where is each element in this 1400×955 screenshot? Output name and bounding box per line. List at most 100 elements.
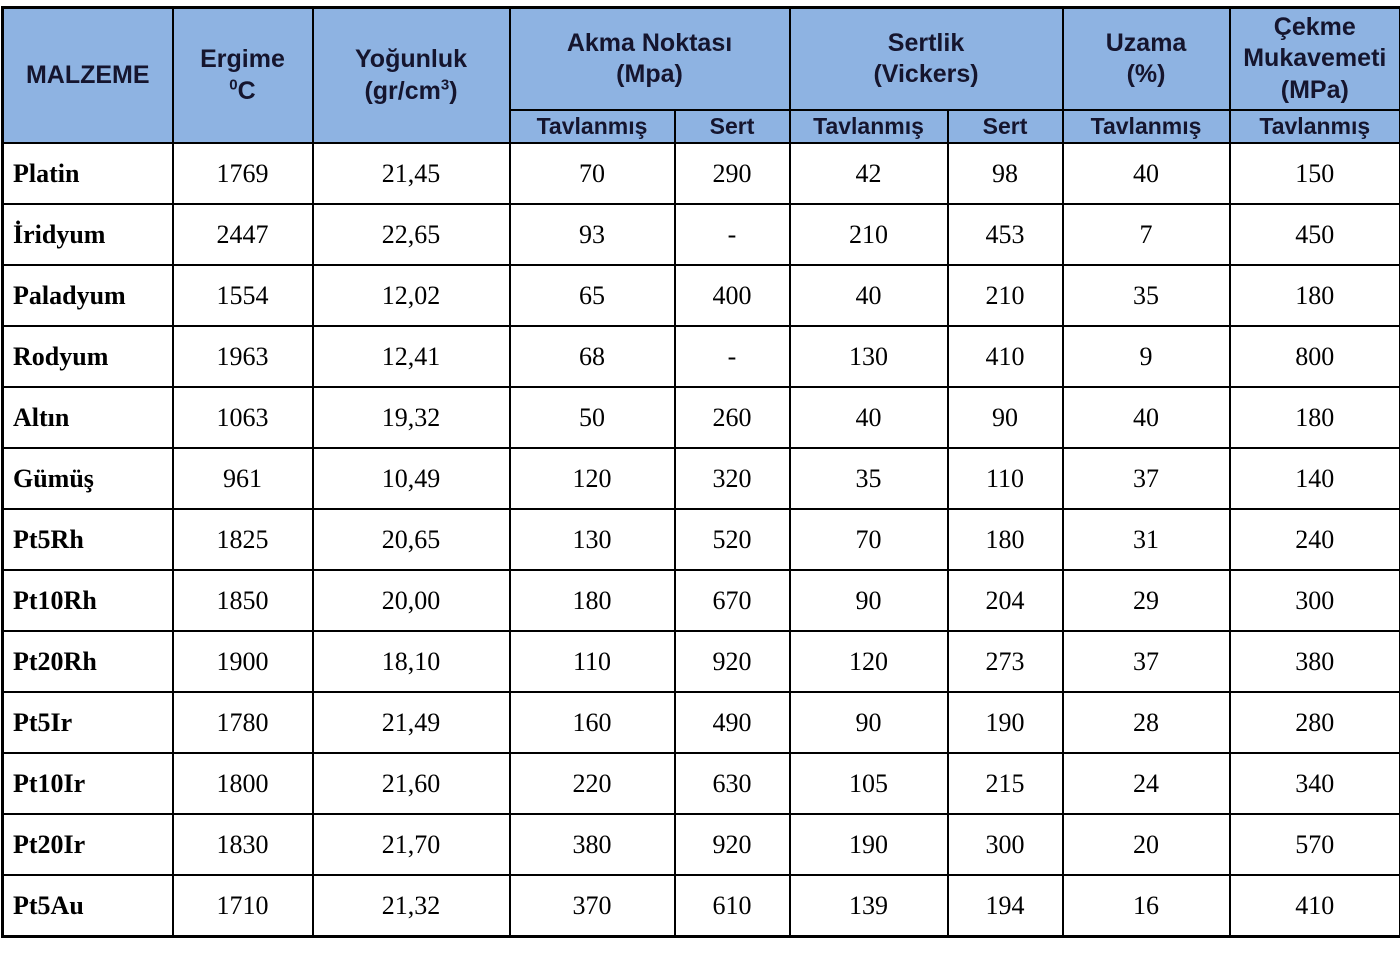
ergime-cell: 1780 [171,691,314,754]
sertlik-sert-cell: 98 [946,142,1064,205]
cekme-cell: 410 [1228,874,1400,938]
table-row: Pt10Rh 1850 20,00 180 670 90 204 29 300 [1,569,1400,632]
akma-tavlanmis-cell: 110 [508,630,676,693]
sertlik-sert-cell: 190 [946,691,1064,754]
header-row-main: MALZEME Ergime 0C Yoğunluk (gr/cm3) Akma… [1,6,1400,144]
group-header-sertlik: Sertlik (Vickers) [788,6,1064,111]
sertlik-tavlanmis-cell: 40 [788,386,949,449]
col-header-yogunluk: Yoğunluk (gr/cm3) [311,6,511,144]
yogunluk-cell: 21,60 [311,752,511,815]
yogunluk-cell: 20,00 [311,569,511,632]
akma-sert-cell: 920 [673,813,791,876]
uzama-cell: 9 [1061,325,1231,388]
col-header-ergime: Ergime 0C [171,6,314,144]
uzama-cell: 40 [1061,142,1231,205]
sertlik-tavlanmis-cell: 120 [788,630,949,693]
subheader-sertlik-sert: Sert [946,109,1064,144]
akma-sert-cell: 320 [673,447,791,510]
uzama-cell: 16 [1061,874,1231,938]
uzama-cell: 7 [1061,203,1231,266]
table-row: Pt5Au 1710 21,32 370 610 139 194 16 410 [1,874,1400,938]
ergime-cell: 1800 [171,752,314,815]
akma-tavlanmis-cell: 68 [508,325,676,388]
yogunluk-cell: 18,10 [311,630,511,693]
sertlik-tavlanmis-cell: 40 [788,264,949,327]
material-name-cell: Pt10Rh [1,569,174,632]
akma-sert-cell: 520 [673,508,791,571]
uzama-cell: 31 [1061,508,1231,571]
col-header-uzama: Uzama (%) [1061,6,1231,111]
uzama-cell: 40 [1061,386,1231,449]
akma-tavlanmis-cell: 130 [508,508,676,571]
table-row: Pt5Rh 1825 20,65 130 520 70 180 31 240 [1,508,1400,571]
subheader-akma-tavlanmis: Tavlanmış [508,109,676,144]
material-name-cell: Pt5Au [1,874,174,938]
cekme-cell: 180 [1228,264,1400,327]
akma-tavlanmis-cell: 93 [508,203,676,266]
material-name-cell: Altın [1,386,174,449]
yogunluk-cell: 22,65 [311,203,511,266]
subheader-akma-sert: Sert [673,109,791,144]
cekme-cell: 380 [1228,630,1400,693]
akma-tavlanmis-cell: 220 [508,752,676,815]
table-row: Pt20Ir 1830 21,70 380 920 190 300 20 570 [1,813,1400,876]
sertlik-sert-cell: 453 [946,203,1064,266]
material-name-cell: Pt10Ir [1,752,174,815]
ergime-cell: 2447 [171,203,314,266]
table-body: Platin 1769 21,45 70 290 42 98 40 150 İr… [1,142,1400,938]
akma-tavlanmis-cell: 180 [508,569,676,632]
table-row: Pt20Rh 1900 18,10 110 920 120 273 37 380 [1,630,1400,693]
sertlik-tavlanmis-cell: 90 [788,569,949,632]
material-name-cell: Platin [1,142,174,205]
material-name-cell: Paladyum [1,264,174,327]
col-header-malzeme: MALZEME [1,6,174,144]
table-row: Pt10Ir 1800 21,60 220 630 105 215 24 340 [1,752,1400,815]
akma-sert-cell: 630 [673,752,791,815]
uzama-cell: 24 [1061,752,1231,815]
akma-sert-cell: 290 [673,142,791,205]
subheader-uzama-tavlanmis: Tavlanmış [1061,109,1231,144]
material-name-cell: Pt5Ir [1,691,174,754]
sertlik-sert-cell: 210 [946,264,1064,327]
uzama-cell: 20 [1061,813,1231,876]
subheader-cekme-tavlanmis: Tavlanmış [1228,109,1400,144]
akma-tavlanmis-cell: 370 [508,874,676,938]
sertlik-tavlanmis-cell: 210 [788,203,949,266]
yogunluk-cell: 12,02 [311,264,511,327]
sertlik-sert-cell: 410 [946,325,1064,388]
ergime-cell: 1769 [171,142,314,205]
ergime-cell: 1900 [171,630,314,693]
yogunluk-cell: 12,41 [311,325,511,388]
sertlik-tavlanmis-cell: 42 [788,142,949,205]
table-row: Pt5Ir 1780 21,49 160 490 90 190 28 280 [1,691,1400,754]
akma-sert-cell: 490 [673,691,791,754]
ergime-cell: 961 [171,447,314,510]
col-header-malzeme-label: MALZEME [25,60,150,89]
subheader-sertlik-tavlanmis: Tavlanmış [788,109,949,144]
sertlik-tavlanmis-cell: 90 [788,691,949,754]
cekme-cell: 140 [1228,447,1400,510]
sertlik-tavlanmis-cell: 70 [788,508,949,571]
akma-tavlanmis-cell: 160 [508,691,676,754]
cekme-cell: 300 [1228,569,1400,632]
sertlik-tavlanmis-cell: 105 [788,752,949,815]
yogunluk-cell: 21,45 [311,142,511,205]
material-name-cell: İridyum [1,203,174,266]
uzama-cell: 37 [1061,630,1231,693]
yogunluk-cell: 20,65 [311,508,511,571]
cekme-cell: 150 [1228,142,1400,205]
cekme-cell: 340 [1228,752,1400,815]
cekme-cell: 280 [1228,691,1400,754]
table-row: Gümüş 961 10,49 120 320 35 110 37 140 [1,447,1400,510]
akma-sert-cell: - [673,203,791,266]
akma-sert-cell: 670 [673,569,791,632]
ergime-cell: 1063 [171,386,314,449]
akma-tavlanmis-cell: 380 [508,813,676,876]
material-name-cell: Pt5Rh [1,508,174,571]
akma-sert-cell: 920 [673,630,791,693]
yogunluk-cell: 21,49 [311,691,511,754]
cekme-cell: 570 [1228,813,1400,876]
akma-sert-cell: - [673,325,791,388]
yogunluk-cell: 10,49 [311,447,511,510]
